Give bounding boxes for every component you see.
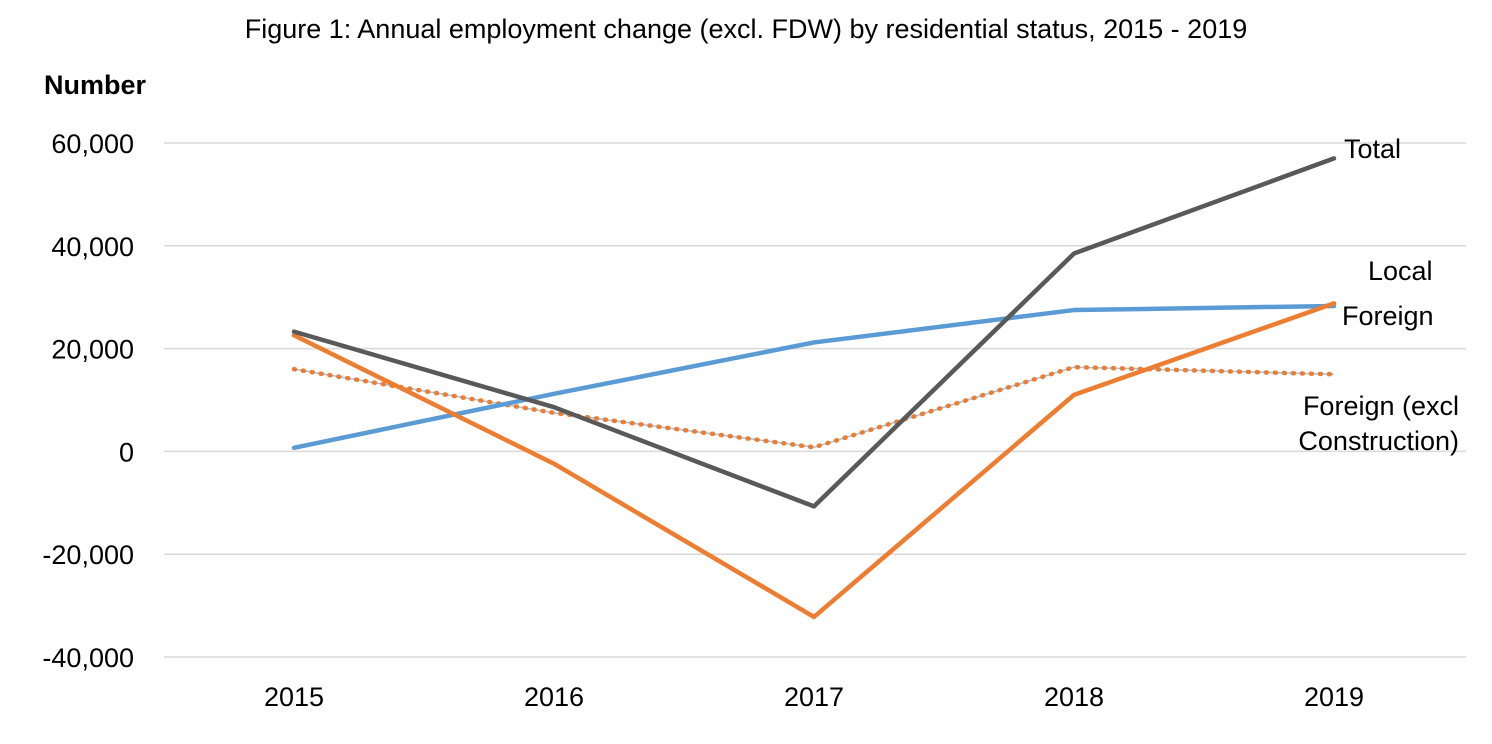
gridlines	[164, 142, 1466, 658]
y-tick-label: 0	[119, 437, 134, 467]
x-tick-label: 2018	[1044, 682, 1104, 712]
series-line-total	[291, 156, 1337, 509]
series-line-foreign-excl-construction	[291, 364, 1337, 450]
x-tick-label: 2019	[1304, 682, 1364, 712]
y-tick-label: -40,000	[42, 643, 134, 673]
y-tick-label: 20,000	[51, 335, 134, 365]
y-axis-label: Number	[44, 70, 147, 100]
series-label: Local	[1368, 256, 1433, 286]
y-tick-label: 40,000	[51, 232, 134, 262]
chart-title: Figure 1: Annual employment change (excl…	[244, 14, 1248, 44]
x-tick-label: 2016	[524, 682, 584, 712]
series-label: Foreign	[1342, 301, 1434, 331]
series-line-foreign	[291, 301, 1337, 620]
series-line-local	[291, 303, 1337, 451]
series-labels: Total Local Foreign Foreign (excl Constructi…	[1298, 134, 1459, 456]
y-tick-label: -20,000	[42, 540, 134, 570]
series-label: Total	[1344, 134, 1401, 164]
y-tick-label: 60,000	[51, 129, 134, 159]
y-axis-ticks: 60,000 40,000 20,000 0 -20,000 -40,000	[42, 129, 134, 673]
series-label: Foreign (excl Construction)	[1298, 391, 1459, 456]
x-tick-label: 2015	[264, 682, 324, 712]
x-tick-label: 2017	[784, 682, 844, 712]
x-axis-ticks: 2015 2016 2017 2018 2019	[264, 682, 1364, 712]
series-lines	[291, 156, 1337, 620]
